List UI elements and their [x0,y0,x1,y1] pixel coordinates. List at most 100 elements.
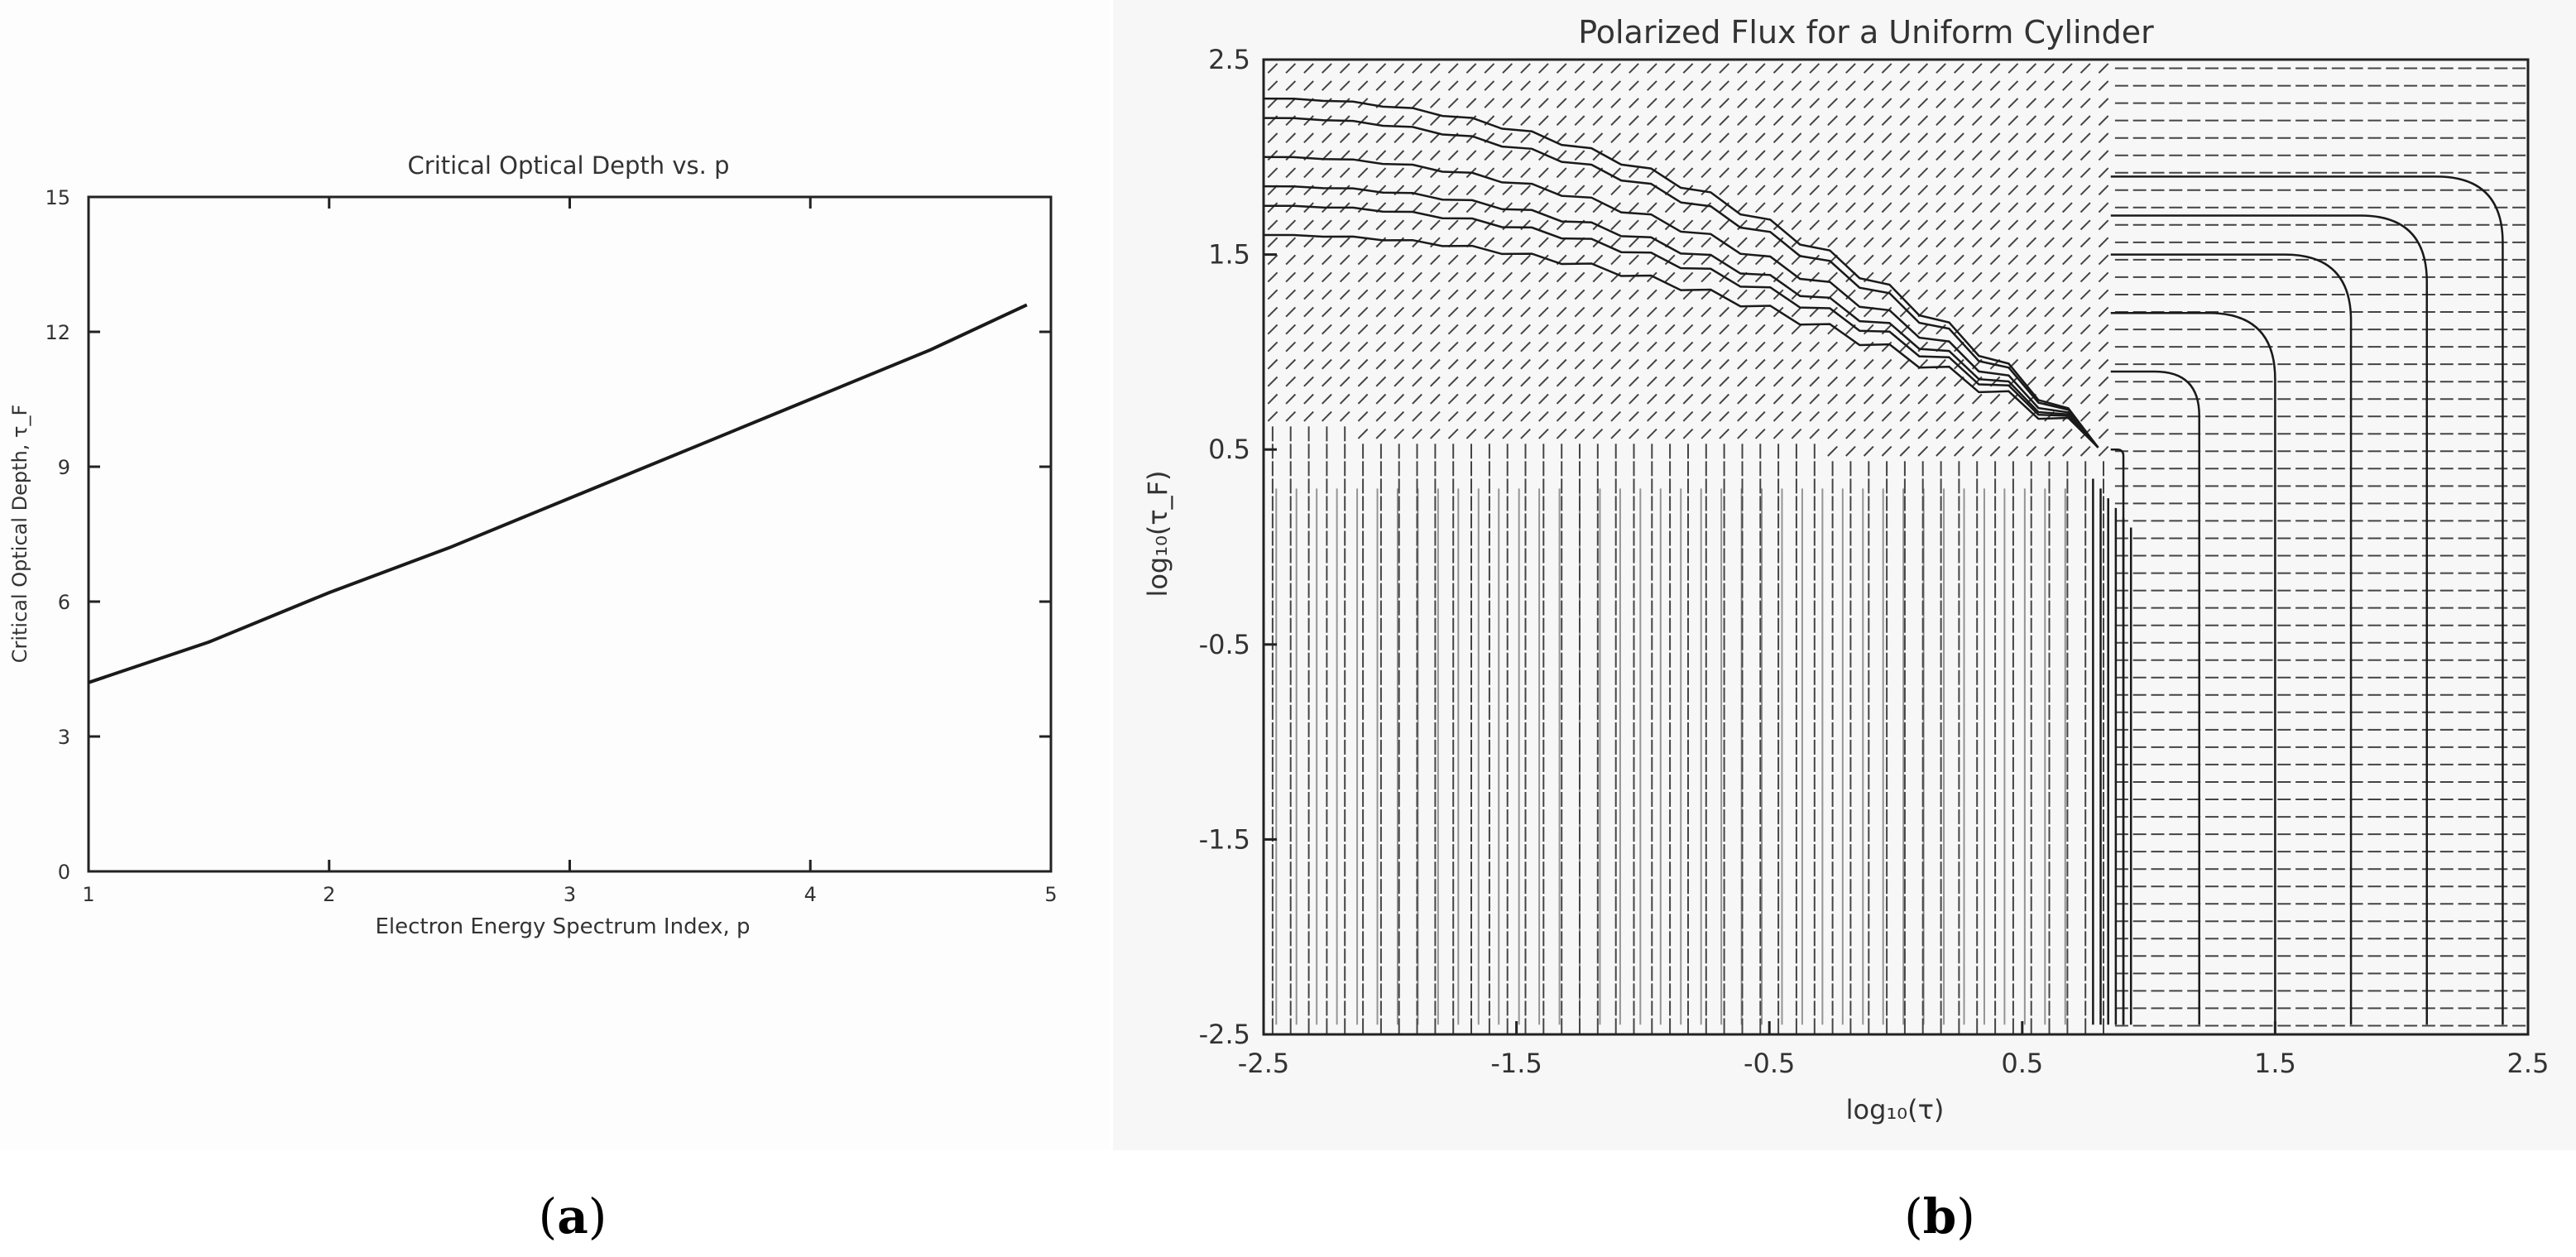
polarization-vector [1339,341,1350,353]
polarization-vector [2044,341,2055,353]
polarization-vector [1953,271,1964,283]
chart-b-x-axis-label: log₁₀(τ) [1846,1094,1945,1125]
polarization-vector [1339,132,1350,144]
polarization-vector [1447,271,1459,283]
polarization-vector [1537,410,1549,422]
polarization-vector [1321,98,1332,108]
polarization-vector [1285,98,1297,108]
polarization-vector [1447,410,1459,422]
y-tick-label: -2.5 [1199,1019,1250,1050]
polarization-vector [1664,202,1676,213]
y-tick-label: 6 [58,591,70,614]
polarization-vector [1719,306,1730,318]
polarization-vector [1737,358,1748,370]
polarization-vector [2080,202,2091,213]
polarization-vector [1701,306,1712,318]
polarization-vector [1465,306,1477,318]
polarization-vector [1394,254,1405,266]
polarization-vector [1737,289,1748,300]
polarization-vector [1917,393,1929,405]
polarization-vector [1701,324,1712,335]
polarization-vector [1646,410,1657,422]
polarization-vector [1537,358,1549,370]
polarization-vector [1412,358,1422,370]
polarization-vector [1303,63,1314,74]
x-tick-label: 1.5 [2254,1048,2296,1079]
polarization-vector [1412,237,1422,248]
polarization-vector [1791,115,1802,127]
polarization-vector [1881,63,1892,74]
polarization-vector [1321,271,1332,283]
polarization-vector [1737,63,1748,74]
polarization-vector [1321,167,1332,179]
polarization-vector [1682,393,1694,405]
x-tick-label: 5 [1044,883,1057,906]
polarization-vector [2026,132,2037,144]
polarization-vector [1737,393,1748,405]
polarization-vector [2026,410,2037,422]
polarization-vector [1845,341,1856,353]
polarization-vector [2098,428,2109,439]
polarization-vector [1682,410,1694,422]
polarization-vector [1520,150,1531,161]
polarization-vector [1881,115,1892,127]
polarization-vector [1520,167,1531,179]
polarization-vector [1772,80,1784,91]
polarization-vector [2098,132,2109,144]
polarization-vector [1827,150,1839,161]
polarization-vector [2026,306,2037,318]
polarization-vector [1664,341,1676,353]
polarization-vector [1447,202,1459,213]
polarization-vector [1285,324,1297,335]
polarization-vector [1520,185,1531,196]
polarization-vector [1267,254,1278,266]
polarization-vector [1375,254,1387,266]
polarization-vector [1412,98,1422,108]
polarization-vector [1303,80,1314,91]
polarization-vector [1267,63,1278,74]
polarization-vector [1989,132,2001,144]
polarization-vector [1484,219,1495,231]
polarization-vector [1791,219,1802,231]
polarization-vector [1339,63,1350,74]
polarization-vector [1357,410,1369,422]
polarization-vector [1592,428,1604,439]
polarization-vector [1574,202,1585,213]
polarization-vector [2061,445,2073,457]
polarization-vector [1502,254,1513,266]
polarization-vector [1357,80,1369,91]
polarization-vector [1737,254,1748,266]
polarization-vector [1412,202,1422,213]
polarization-vector [2080,393,2091,405]
polarization-vector [1682,219,1694,231]
polarization-vector [2026,115,2037,127]
polarization-vector [1936,63,1946,74]
polarization-vector [1682,80,1694,91]
polarization-vector [1772,219,1784,231]
polarization-vector [1484,306,1495,318]
polarization-vector [1303,219,1314,231]
polarization-vector [2061,393,2073,405]
polarization-vector [1646,254,1657,266]
polarization-vector [1303,132,1314,144]
polarization-vector [1791,410,1802,422]
polarization-vector [1610,376,1622,387]
polarization-vector [1881,271,1892,283]
polarization-vector [1502,428,1513,439]
polarization-vector [2061,150,2073,161]
polarization-vector [1285,237,1297,248]
polarization-vector [1629,167,1639,179]
polarization-vector [2098,150,2109,161]
polarization-vector [1809,63,1820,74]
polarization-vector [1502,289,1513,300]
polarization-vector [1772,132,1784,144]
polarization-vector [1447,358,1459,370]
polarization-vector [1917,410,1929,422]
polarization-vector [1285,167,1297,179]
polarization-vector [2098,306,2109,318]
polarization-vector [1592,393,1604,405]
chart-a-y-ticks: 0 3 6 9 12 15 [45,186,1051,884]
polarization-vector [1556,324,1567,335]
polarization-vector [1682,376,1694,387]
polarization-vector [1520,98,1531,108]
